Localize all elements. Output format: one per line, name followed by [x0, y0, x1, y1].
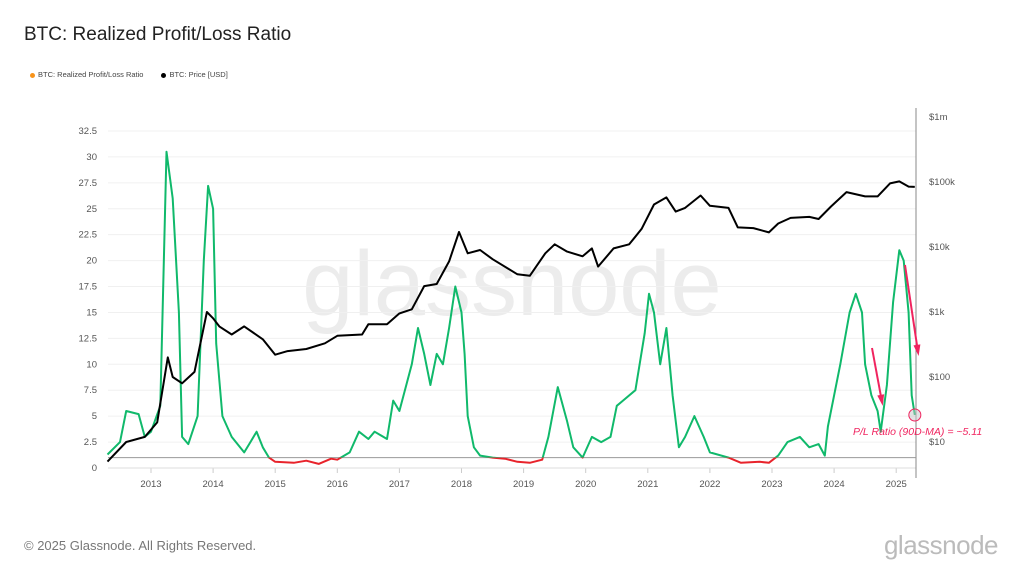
y-tick-label: 17.5 [79, 282, 98, 293]
x-tick-label: 2025 [886, 479, 907, 490]
legend: BTC: Realized Profit/Loss Ratio BTC: Pri… [30, 70, 228, 79]
y-tick-label: 10 [86, 359, 97, 370]
y-tick-label: 30 [86, 152, 97, 163]
y-right-tick-label: $1m [929, 112, 948, 123]
y-tick-label: 15 [86, 307, 97, 318]
y-right-tick-label: $100 [929, 372, 950, 383]
y-tick-label: 25 [86, 204, 97, 215]
x-tick-label: 2014 [203, 479, 224, 490]
arrowhead-icon [913, 344, 921, 356]
y-tick-label: 5 [92, 411, 97, 422]
chart-title: BTC: Realized Profit/Loss Ratio [24, 24, 292, 45]
legend-dot-icon [30, 72, 35, 78]
x-tick-label: 2021 [637, 479, 658, 490]
x-tick-label: 2022 [699, 479, 720, 490]
x-tick-label: 2016 [327, 479, 348, 490]
y-tick-label: 32.5 [79, 126, 98, 137]
x-tick-label: 2017 [389, 479, 410, 490]
current-value-marker [908, 408, 922, 422]
legend-label: BTC: Realized Profit/Loss Ratio [38, 70, 144, 79]
x-tick-label: 2023 [761, 479, 782, 490]
x-tick-label: 2013 [140, 479, 161, 490]
y-tick-label: 12.5 [79, 333, 98, 344]
y-right-tick-label: $10 [929, 437, 945, 448]
x-tick-label: 2019 [513, 479, 534, 490]
x-tick-label: 2024 [824, 479, 845, 490]
x-tick-label: 2015 [265, 479, 286, 490]
annotation-label: P/L Ratio (90D-MA) = ~5.11 [853, 426, 982, 438]
x-tick-label: 2018 [451, 479, 472, 490]
copyright: © 2025 Glassnode. All Rights Reserved. [24, 538, 257, 553]
watermark: glassnode [302, 233, 721, 335]
legend-dot-icon [161, 72, 167, 78]
annotation-arrow-2024 [871, 347, 883, 403]
annotation-arrow-2025 [904, 264, 919, 353]
y-tick-label: 22.5 [79, 230, 98, 241]
y-tick-label: 7.5 [84, 385, 97, 396]
x-tick-label: 2020 [575, 479, 596, 490]
arrowhead-icon [877, 394, 885, 406]
y-tick-label: 0 [92, 463, 97, 474]
legend-item-ratio[interactable]: BTC: Realized Profit/Loss Ratio [30, 70, 143, 79]
ratio-line-loss [267, 457, 778, 465]
ratio-line-profit [106, 150, 916, 458]
y-tick-label: 2.5 [84, 437, 97, 448]
y-right-tick-label: $100k [929, 177, 955, 188]
brand-logo: glassnode [883, 530, 999, 560]
legend-label: BTC: Price [USD] [169, 70, 228, 79]
y-tick-label: 20 [86, 256, 97, 267]
y-tick-label: 27.5 [79, 178, 98, 189]
y-right-tick-label: $1k [929, 307, 945, 318]
y-right-tick-label: $10k [929, 242, 950, 253]
legend-item-price[interactable]: BTC: Price [USD] [161, 70, 228, 79]
price-line [106, 180, 915, 463]
